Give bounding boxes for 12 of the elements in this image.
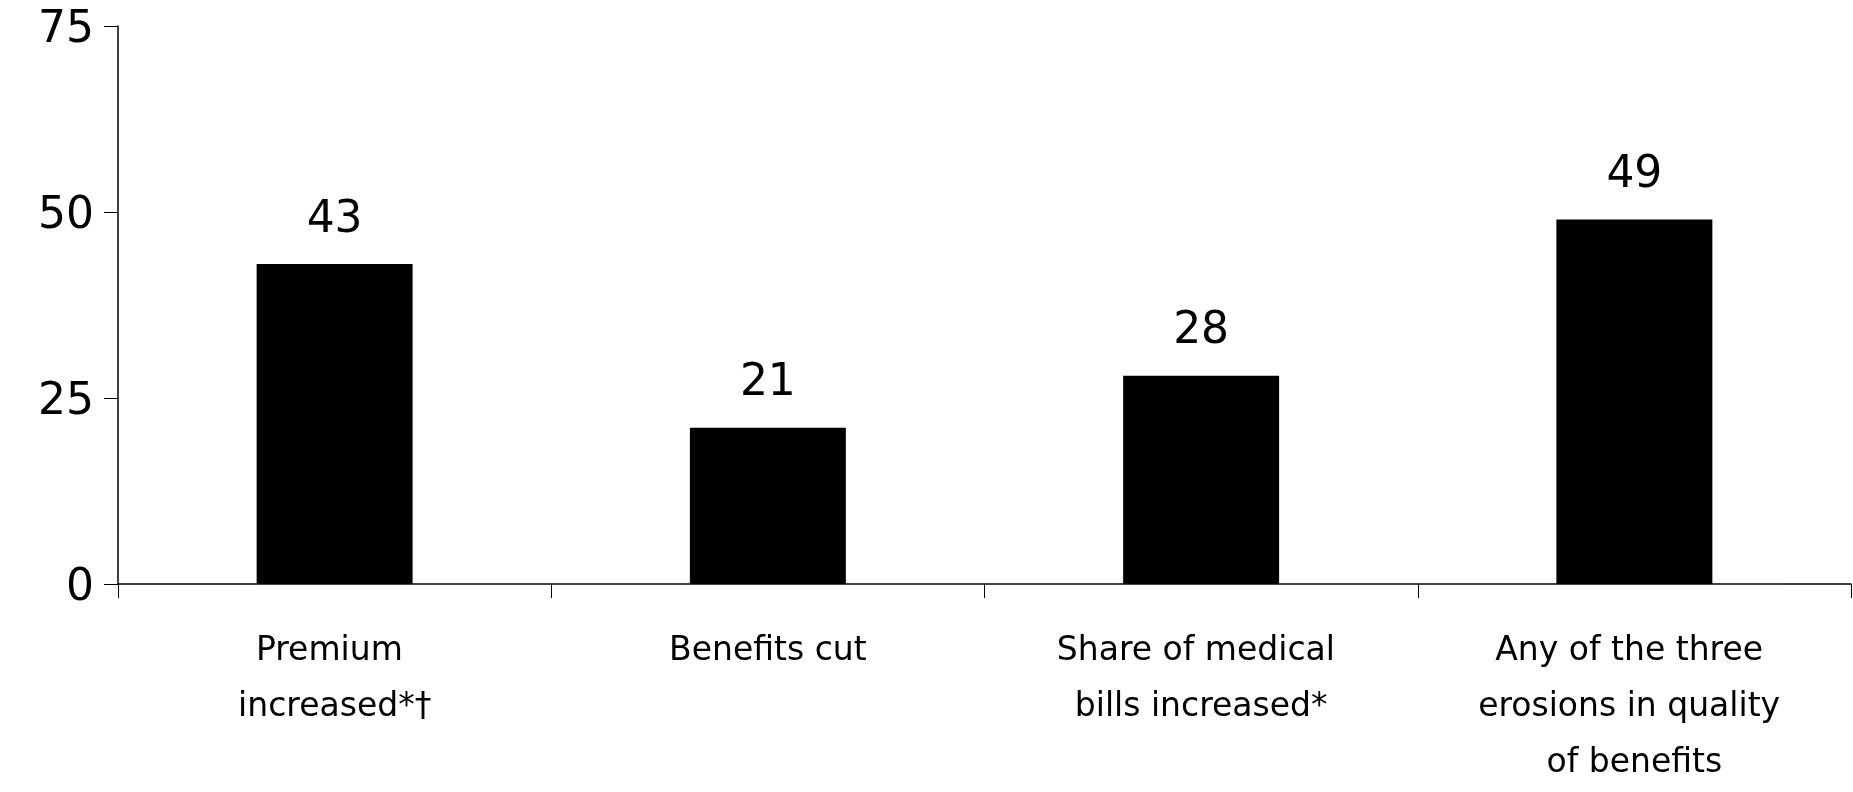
x-tick-label: Share of medical bills increased* bbox=[1056, 628, 1346, 724]
data-label: 43 bbox=[306, 190, 363, 242]
y-tick-label: 25 bbox=[38, 372, 94, 424]
y-tick-label: 50 bbox=[38, 186, 94, 238]
data-label: 28 bbox=[1173, 302, 1230, 354]
data-label: 49 bbox=[1606, 145, 1663, 197]
data-label: 21 bbox=[739, 354, 796, 406]
y-tick-label: 75 bbox=[38, 0, 94, 52]
x-tick-label: Premium increased*† bbox=[238, 628, 432, 724]
x-tick-label: Any of the three erosions in quality of benefits bbox=[1478, 628, 1791, 780]
y-tick-label: 0 bbox=[66, 558, 94, 610]
x-tick-label: Benefits cut bbox=[669, 628, 867, 668]
